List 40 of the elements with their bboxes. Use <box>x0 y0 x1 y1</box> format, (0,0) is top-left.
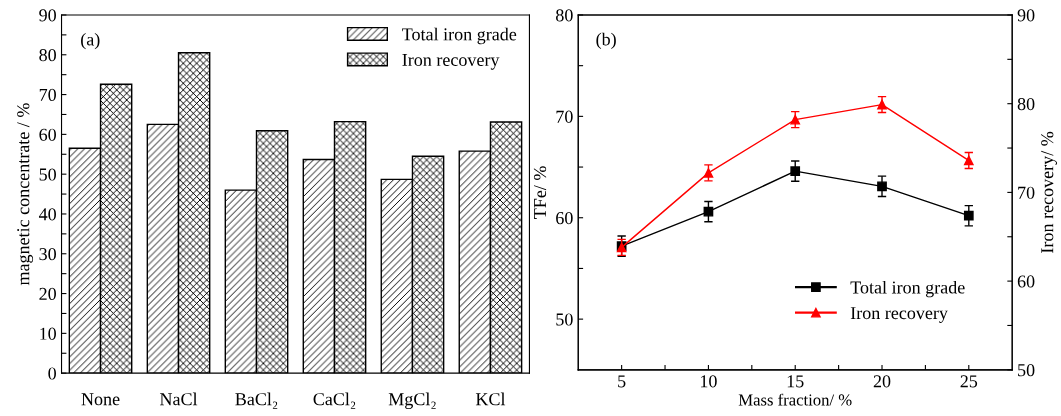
legend-label: Total iron grade <box>402 27 517 45</box>
y2-tick-label: 60 <box>1017 275 1035 288</box>
x-tick-label: 20 <box>873 375 891 388</box>
x-tick-label: 5 <box>618 375 626 388</box>
y-tick-label: 50 <box>39 168 56 181</box>
x-tick-label: CaCl₂ <box>313 392 356 409</box>
legend-label: Iron recovery <box>402 53 500 70</box>
y-tick-label: 10 <box>40 327 56 340</box>
y-tick-label: 0 <box>48 367 56 380</box>
y-tick-label: 60 <box>39 128 56 141</box>
x-tick-label: NaCl <box>159 392 198 406</box>
y2-tick-label: 50 <box>1018 364 1035 377</box>
y-tick-label: 70 <box>39 88 56 102</box>
y2-tick-label: 80 <box>1017 97 1035 111</box>
y-tick-label: 20 <box>39 287 56 300</box>
x-tick-label: None <box>81 393 120 406</box>
y-tick-label: 60 <box>556 212 573 225</box>
x-tick-label: 10 <box>700 375 717 388</box>
y2-tick-label: 90 <box>1017 9 1035 22</box>
y-axis-title: magnetic concentrate / % <box>17 103 34 286</box>
annotation: (a) <box>81 32 100 50</box>
y2-tick-label: 70 <box>1018 186 1035 199</box>
y-tick-label: 90 <box>39 9 56 22</box>
x-axis-title: Mass fraction/ % <box>738 393 852 406</box>
y-tick-label: 70 <box>556 110 573 123</box>
y-tick-label: 80 <box>39 49 56 62</box>
x-tick-label: BaCl₂ <box>235 392 278 409</box>
y-axis-title: TFe/ % <box>533 166 547 219</box>
x-tick-label: MgCl₂ <box>388 392 436 410</box>
legend-label: Total iron grade <box>850 280 965 298</box>
y-tick-label: 30 <box>39 248 56 261</box>
x-tick-label: 15 <box>787 375 804 388</box>
annotation: (b) <box>596 32 616 50</box>
x-tick-label: 25 <box>960 375 978 388</box>
y-tick-label: 40 <box>38 208 56 221</box>
y-tick-label: 80 <box>556 9 573 22</box>
x-tick-label: KCl <box>475 392 506 406</box>
y2-axis-title: Iron recovery/ % <box>1041 131 1058 253</box>
legend-label: Iron recovery <box>850 307 948 323</box>
y-tick-label: 50 <box>556 313 573 326</box>
